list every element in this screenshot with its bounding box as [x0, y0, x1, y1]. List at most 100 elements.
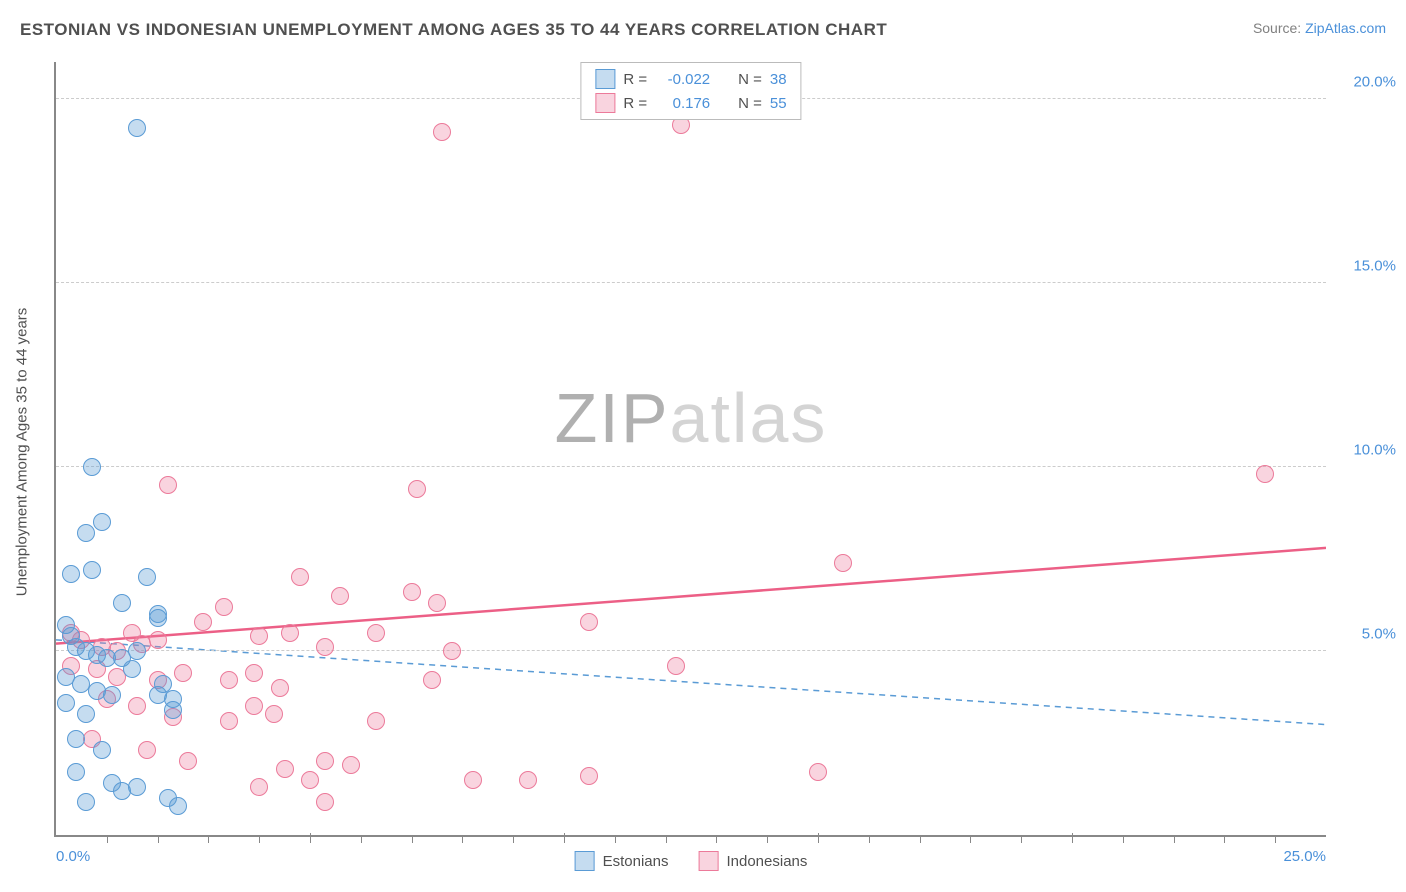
scatter-point [464, 771, 482, 789]
scatter-point [159, 476, 177, 494]
scatter-point [809, 763, 827, 781]
scatter-point [149, 631, 167, 649]
chart-title: ESTONIAN VS INDONESIAN UNEMPLOYMENT AMON… [20, 20, 887, 40]
legend-row: R =0.176N =55 [595, 91, 786, 115]
scatter-point [580, 613, 598, 631]
x-tick-mark [310, 833, 311, 843]
y-axis-label: Unemployment Among Ages 35 to 44 years [14, 308, 31, 597]
scatter-point [667, 657, 685, 675]
source-link[interactable]: ZipAtlas.com [1305, 20, 1386, 36]
scatter-point [164, 701, 182, 719]
correlation-legend: R =-0.022N =38R =0.176N =55 [580, 62, 801, 120]
r-value: -0.022 [655, 71, 710, 88]
scatter-point [194, 613, 212, 631]
watermark-suffix: atlas [670, 379, 828, 457]
scatter-point [423, 671, 441, 689]
scatter-point [57, 694, 75, 712]
scatter-point [250, 778, 268, 796]
x-tick-mark [1174, 837, 1175, 843]
gridline [56, 282, 1326, 283]
x-tick-label: 0.0% [56, 848, 90, 865]
y-tick-label: 15.0% [1353, 257, 1396, 274]
scatter-point [428, 594, 446, 612]
x-tick-mark [412, 837, 413, 843]
scatter-point [179, 752, 197, 770]
x-tick-mark [158, 837, 159, 843]
scatter-point [443, 642, 461, 660]
scatter-point [67, 730, 85, 748]
x-tick-label: 25.0% [1283, 848, 1326, 865]
scatter-point [138, 568, 156, 586]
scatter-point [103, 686, 121, 704]
y-tick-label: 5.0% [1362, 625, 1396, 642]
scatter-point [281, 624, 299, 642]
scatter-point [215, 598, 233, 616]
legend-label: Indonesians [726, 853, 807, 870]
scatter-point [83, 561, 101, 579]
scatter-point [331, 587, 349, 605]
x-tick-mark [1072, 833, 1073, 843]
watermark-prefix: ZIP [555, 379, 670, 457]
gridline [56, 650, 1326, 651]
x-tick-mark [513, 837, 514, 843]
scatter-point [367, 712, 385, 730]
scatter-point [291, 568, 309, 586]
y-tick-label: 20.0% [1353, 73, 1396, 90]
series-legend-item: Estonians [575, 851, 669, 871]
gridline [56, 466, 1326, 467]
scatter-point [580, 767, 598, 785]
series-legend: Estonians Indonesians [575, 851, 808, 871]
source-prefix: Source: [1253, 20, 1305, 36]
x-tick-mark [818, 833, 819, 843]
scatter-point [220, 712, 238, 730]
scatter-point [1256, 465, 1274, 483]
legend-row: R =-0.022N =38 [595, 67, 786, 91]
scatter-point [834, 554, 852, 572]
scatter-point [83, 458, 101, 476]
trend-line [56, 548, 1326, 644]
source-label: Source: ZipAtlas.com [1253, 20, 1386, 36]
x-tick-mark [970, 837, 971, 843]
y-tick-label: 10.0% [1353, 441, 1396, 458]
r-label: R = [623, 95, 647, 112]
scatter-point [62, 565, 80, 583]
scatter-point [250, 627, 268, 645]
scatter-point [77, 793, 95, 811]
legend-label: Estonians [603, 853, 669, 870]
x-tick-mark [107, 837, 108, 843]
x-tick-mark [1123, 837, 1124, 843]
scatter-point [367, 624, 385, 642]
trend-lines [56, 62, 1326, 835]
watermark: ZIPatlas [555, 378, 828, 458]
series-legend-item: Indonesians [698, 851, 807, 871]
scatter-point [271, 679, 289, 697]
scatter-point [276, 760, 294, 778]
scatter-point [174, 664, 192, 682]
chart-plot-area: ZIPatlas R =-0.022N =38R =0.176N =55 Est… [54, 62, 1326, 837]
legend-swatch [595, 93, 615, 113]
scatter-point [128, 642, 146, 660]
legend-swatch [698, 851, 718, 871]
x-tick-mark [920, 837, 921, 843]
x-tick-mark [1275, 837, 1276, 843]
scatter-point [220, 671, 238, 689]
scatter-point [128, 119, 146, 137]
scatter-point [245, 664, 263, 682]
scatter-point [519, 771, 537, 789]
x-tick-mark [361, 837, 362, 843]
scatter-point [403, 583, 421, 601]
x-tick-mark [869, 837, 870, 843]
scatter-point [245, 697, 263, 715]
x-tick-mark [615, 837, 616, 843]
legend-swatch [595, 69, 615, 89]
n-label: N = [738, 95, 762, 112]
n-label: N = [738, 71, 762, 88]
scatter-point [77, 524, 95, 542]
x-tick-mark [1224, 837, 1225, 843]
scatter-point [316, 638, 334, 656]
x-tick-mark [716, 837, 717, 843]
scatter-point [77, 705, 95, 723]
scatter-point [93, 513, 111, 531]
scatter-point [113, 594, 131, 612]
x-tick-mark [462, 837, 463, 843]
